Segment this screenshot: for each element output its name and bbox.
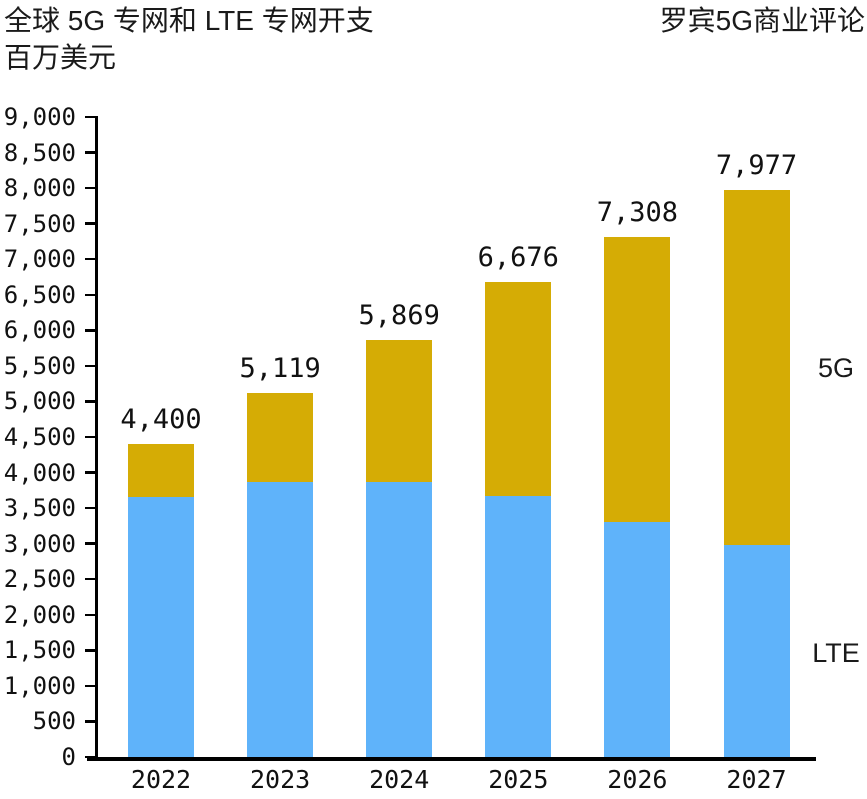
- y-axis-tick-label: 4,500: [3, 423, 76, 451]
- bar-segment-5g-2024: [366, 339, 433, 482]
- y-axis-tick-label: 8,000: [3, 174, 76, 203]
- series-label-5g: 5G: [817, 353, 855, 383]
- y-axis-tick-label: 500: [32, 707, 76, 736]
- bar-segment-lte-2022: [128, 497, 194, 757]
- bar-total-label-2024: 5,869: [358, 299, 440, 331]
- y-axis-tick-label: 5,500: [3, 351, 76, 380]
- x-axis-label-2023: 2023: [249, 765, 311, 794]
- y-axis-tick-label: 3,500: [3, 494, 76, 523]
- x-axis-label-2024: 2024: [369, 765, 430, 794]
- x-axis-label-2025: 2025: [488, 765, 549, 794]
- y-axis-tick-label: 3,000: [3, 529, 76, 558]
- x-axis-label-2022: 2022: [130, 765, 192, 794]
- series-label-lte: LTE: [812, 638, 860, 668]
- y-axis-tick-label: 8,500: [3, 138, 76, 167]
- bar-total-label-2023: 5,119: [239, 352, 321, 384]
- y-axis-tick: [85, 257, 95, 261]
- y-axis-tick: [85, 755, 95, 759]
- y-axis-tick: [85, 506, 95, 510]
- y-axis-tick: [85, 471, 95, 474]
- bar-segment-5g-2022: [128, 444, 194, 498]
- y-axis-tick-label: 7,000: [3, 245, 76, 274]
- bar-total-label-2026: 7,308: [596, 197, 679, 229]
- y-axis-tick: [85, 649, 95, 652]
- y-axis-tick-label: 6,000: [3, 316, 76, 345]
- y-axis-tick: [85, 222, 95, 225]
- bar-segment-lte-2025: [485, 495, 552, 757]
- y-axis-tick: [85, 364, 95, 368]
- y-axis-tick: [85, 720, 95, 723]
- y-axis-tick-label: 7,500: [3, 209, 76, 238]
- bar-segment-5g-2027: [723, 189, 790, 546]
- y-axis-tick: [85, 577, 95, 581]
- x-axis-line: [87, 757, 816, 761]
- x-axis-label-2026: 2026: [607, 765, 668, 794]
- y-axis-tick: [85, 186, 95, 190]
- y-axis-tick-label: 0: [61, 743, 76, 771]
- y-axis-tick: [85, 151, 95, 154]
- bar-segment-lte-2023: [247, 481, 314, 757]
- y-axis-tick: [85, 542, 95, 545]
- y-axis-tick-label: 1,000: [3, 671, 76, 700]
- y-axis-tick: [85, 684, 95, 688]
- chart-title: 全球 5G 专网和 LTE 专网开支: [4, 5, 374, 36]
- bar-segment-lte-2027: [723, 545, 790, 757]
- x-axis-label-2027: 2027: [726, 765, 787, 794]
- y-axis-tick-label: 2,000: [3, 600, 76, 629]
- bar-total-label-2025: 6,676: [477, 242, 559, 274]
- bar-segment-lte-2024: [366, 481, 433, 757]
- bar-segment-lte-2026: [604, 521, 671, 757]
- y-axis-tick-label: 9,000: [3, 103, 76, 131]
- bar-segment-5g-2026: [604, 237, 671, 522]
- bar-segment-5g-2025: [485, 282, 552, 496]
- y-axis-tick-label: 5,000: [3, 387, 76, 416]
- bar-segment-5g-2023: [247, 392, 314, 482]
- y-axis-tick-label: 1,500: [3, 636, 76, 665]
- y-axis-tick: [85, 293, 95, 297]
- title-block: 全球 5G 专网和 LTE 专网开支 百万美元: [4, 2, 374, 76]
- bar-total-label-2022: 4,400: [120, 404, 202, 436]
- y-axis-tick: [85, 613, 95, 617]
- y-axis-tick: [85, 329, 95, 332]
- brand-label: 罗宾5G商业评论: [659, 5, 865, 36]
- chart-subtitle: 百万美元: [4, 42, 117, 73]
- bar-total-label-2027: 7,977: [715, 149, 798, 181]
- y-axis-tick: [85, 435, 95, 439]
- y-axis-tick-label: 2,500: [3, 565, 76, 594]
- y-axis-tick-label: 6,500: [3, 280, 76, 309]
- y-axis-line: [95, 116, 98, 760]
- y-axis-tick-label: 4,000: [3, 458, 76, 487]
- y-axis-tick: [85, 400, 95, 403]
- y-axis-tick: [85, 115, 95, 119]
